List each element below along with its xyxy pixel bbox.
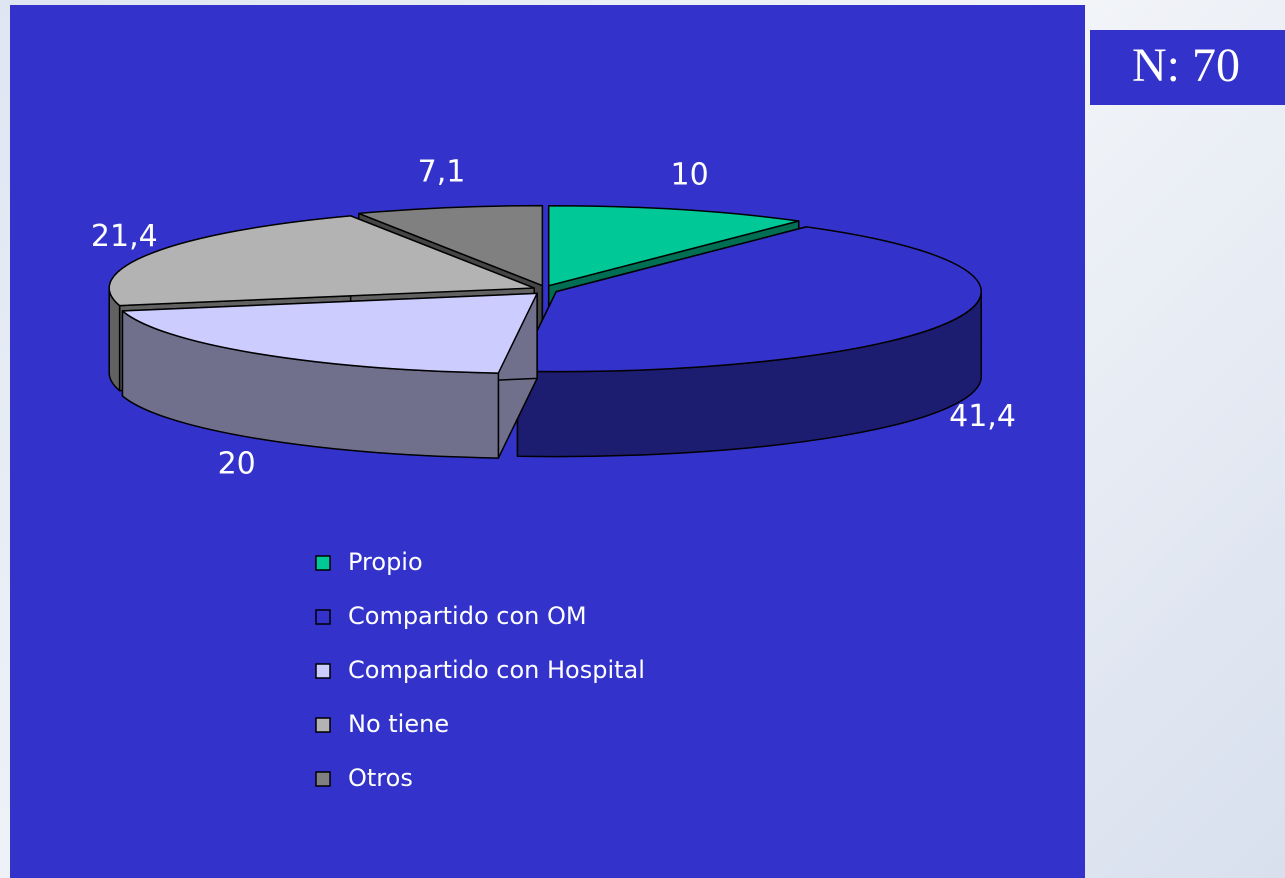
- legend-swatch: [315, 555, 331, 571]
- legend-label: Compartido con OM: [348, 602, 587, 630]
- annotation-box: [1090, 30, 1285, 105]
- slice: [121, 292, 538, 374]
- slice: [108, 215, 535, 307]
- slice: [547, 204, 800, 287]
- legend-label: Otros: [348, 764, 413, 792]
- legend-swatch: [315, 663, 331, 679]
- legend-swatch: [315, 609, 331, 625]
- data-label: 41,4: [949, 399, 1016, 434]
- legend-label: Compartido con Hospital: [348, 656, 645, 684]
- legend-label: Propio: [348, 548, 423, 576]
- annotation: N: 70: [1132, 39, 1240, 92]
- data-label: 20: [218, 447, 256, 482]
- legend-label: No tiene: [348, 710, 449, 738]
- slice: [516, 226, 982, 373]
- data-label: 21,4: [91, 219, 158, 254]
- legend-swatch: [315, 717, 331, 733]
- data-label: 10: [671, 157, 709, 192]
- legend-swatch: [315, 771, 331, 787]
- data-label: 7,1: [418, 154, 466, 189]
- slice: [358, 204, 544, 287]
